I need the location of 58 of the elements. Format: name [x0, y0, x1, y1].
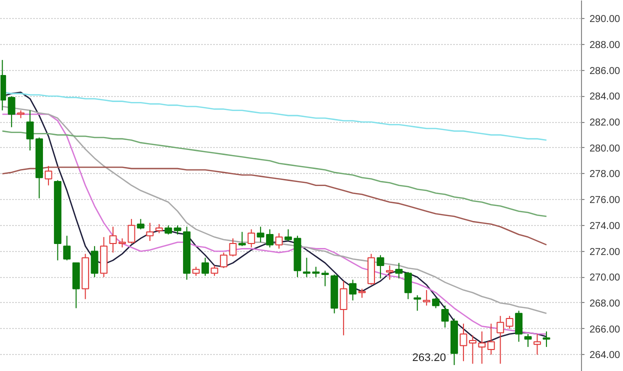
- candlestick: [192, 266, 200, 276]
- candlestick: [441, 305, 449, 328]
- candlestick: [90, 246, 98, 278]
- candlestick: [515, 310, 523, 342]
- candlestick: [404, 271, 412, 300]
- y-tick-label: 268.00: [590, 298, 621, 310]
- y-tick-label: 288.00: [590, 40, 621, 51]
- y-tick-label: 286.00: [590, 66, 621, 77]
- candlestick: [202, 257, 209, 276]
- candlestick: [275, 232, 283, 250]
- annotation: 263.20: [412, 352, 446, 364]
- candlestick: [210, 265, 218, 276]
- candlestick: [534, 334, 541, 356]
- candlestick: [487, 323, 495, 356]
- candlestick: [174, 224, 182, 235]
- candlestick: [109, 226, 117, 254]
- candlestick: [340, 280, 348, 336]
- y-tick-label: 270.00: [590, 272, 621, 284]
- y-tick-label: 282.00: [590, 118, 621, 129]
- candlestick: [155, 224, 163, 234]
- line-series: [2, 166, 548, 246]
- candlestick: [229, 238, 237, 257]
- candlestick: [26, 110, 34, 151]
- candlestick: [164, 224, 172, 235]
- candlestick: [136, 218, 144, 230]
- candlestick: [44, 165, 52, 186]
- candlestick: [432, 297, 440, 309]
- candlestick: [118, 238, 126, 248]
- y-tick-label: 280.00: [590, 143, 621, 154]
- candlestick: [460, 323, 468, 362]
- candlestick: [395, 262, 403, 279]
- candlestick: [496, 315, 504, 364]
- candlestick: [220, 252, 228, 269]
- candlestick: [468, 334, 476, 364]
- y-tick-label: 266.00: [590, 324, 621, 336]
- y-tick-label: 284.00: [590, 92, 621, 103]
- candlestick: [128, 218, 136, 244]
- candlestick: [506, 315, 514, 330]
- candlestick: [238, 231, 246, 247]
- candlestick: [524, 334, 532, 348]
- y-tick-label: 278.00: [590, 169, 621, 180]
- candlestick: [8, 96, 16, 128]
- y-tick-label: 276.00: [590, 195, 621, 206]
- candlestick: [414, 294, 422, 312]
- candlestick: [422, 290, 430, 306]
- candlestick: [349, 279, 357, 301]
- candlestick: [321, 270, 329, 287]
- y-tick-label: 290.00: [590, 14, 621, 26]
- y-tick-label: 274.00: [590, 220, 621, 232]
- candlestick: [386, 265, 394, 280]
- candlestick: [146, 222, 154, 242]
- y-tick-label: 264.00: [590, 350, 621, 362]
- candlestick: [376, 254, 384, 279]
- candlestick: [478, 330, 486, 364]
- y-tick-label: 272.00: [590, 246, 621, 258]
- candlestick: [542, 330, 550, 348]
- candlestick: [248, 228, 256, 248]
- candlestick: [63, 235, 71, 261]
